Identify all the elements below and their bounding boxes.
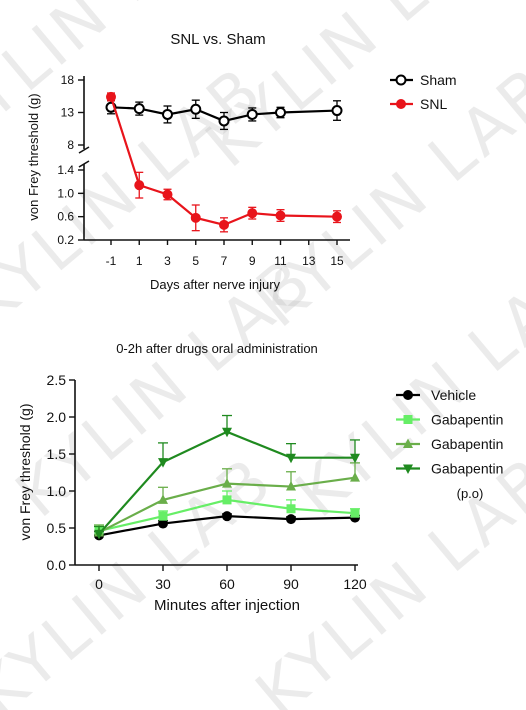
chart1-point-sham-1 xyxy=(133,103,145,115)
chart2-series-3 xyxy=(94,414,360,540)
chart1-x-tick-label-0: -1 xyxy=(106,254,117,268)
chart2-x-tick-label-0: 0 xyxy=(95,576,103,592)
chart-gabapentin-0-2h: 0-2h after drugs oral administration von… xyxy=(17,341,503,614)
chart1-axis-break-upper xyxy=(78,146,90,154)
chart1-point-snl-5 xyxy=(247,208,258,219)
chart2-legend-label-2: Gabapentin xyxy=(431,436,503,452)
chart2-point-2-1 xyxy=(158,494,168,504)
chart1-point-sham-5 xyxy=(246,108,258,120)
chart1-x-tick-label-6: 11 xyxy=(274,254,287,268)
chart1-legend-label-0: Sham xyxy=(420,72,457,88)
chart2-legend-note: (p.o) xyxy=(457,486,484,501)
chart1-y-tick-label-upper-1: 13 xyxy=(61,106,75,120)
chart1-point-snl-6 xyxy=(275,210,286,221)
chart2-point-1-3 xyxy=(286,504,296,514)
chart2-x-tick-label-2: 60 xyxy=(219,576,235,592)
chart2-y-tick-label-3: 1.5 xyxy=(47,446,67,462)
chart1-point-sham-2 xyxy=(162,108,173,120)
chart2-point-3-1 xyxy=(158,458,168,468)
chart1-legend-label-1: SNL xyxy=(420,96,447,112)
chart2-point-3-4 xyxy=(350,453,360,464)
chart2-point-1-2 xyxy=(222,495,232,505)
chart2-point-3-3 xyxy=(286,453,296,464)
chart2-point-1-4 xyxy=(350,508,360,518)
chart1-y-tick-label-lower-3: 1.4 xyxy=(57,163,74,177)
chart2-y-tick-label-0: 0.0 xyxy=(47,557,67,573)
chart2-title: 0-2h after drugs oral administration xyxy=(116,341,318,356)
chart1-y-tick-label-lower-0: 0.2 xyxy=(57,233,74,247)
chart2-legend-marker-0 xyxy=(403,390,413,400)
chart1-series-sham xyxy=(105,99,343,131)
chart2-y-tick-label-1: 0.5 xyxy=(47,520,67,536)
chart2-axes: 0.0 0.5 1.0 1.5 2.0 2.5 0 30 60 90 120 xyxy=(47,372,367,592)
chart2-x-tick-label-3: 90 xyxy=(283,576,299,592)
chart2-legend-label-0: Vehicle xyxy=(431,387,476,403)
chart1-y-tick-label-lower-2: 1.0 xyxy=(57,186,74,200)
chart1-series-snl xyxy=(106,91,342,233)
chart2-y-tick-label-5: 2.5 xyxy=(47,372,67,388)
chart1-y-tick-label-upper-0: 8 xyxy=(67,138,74,152)
chart2-point-0-3 xyxy=(286,514,296,525)
chart2-x-tick-label-1: 30 xyxy=(155,576,171,592)
chart1-point-snl-0 xyxy=(106,91,116,102)
chart1-x-axis-label: Days after nerve injury xyxy=(150,277,281,292)
chart1-x-tick-label-5: 9 xyxy=(249,254,256,268)
chart2-point-2-2 xyxy=(222,478,232,488)
chart1-title: SNL vs. Sham xyxy=(170,31,265,48)
chart1-x-tick-label-7: 13 xyxy=(302,254,316,268)
chart2-marks xyxy=(94,414,360,541)
chart1-point-snl-7 xyxy=(332,211,342,222)
chart1-axis-break-lower xyxy=(78,160,90,168)
chart2-point-0-2 xyxy=(222,511,232,522)
chart2-y-tick-label-4: 2.0 xyxy=(47,409,67,425)
chart1-point-sham-6 xyxy=(275,107,286,118)
chart1-legend-marker-1 xyxy=(396,99,406,109)
chart1-point-snl-1 xyxy=(134,180,145,191)
chart1-x-tick-label-8: 15 xyxy=(330,254,344,268)
chart2-x-axis-label: Minutes after injection xyxy=(154,597,300,614)
chart-snl-vs-sham: SNL vs. Sham von Frey threshold (g) Days… xyxy=(26,31,457,292)
chart1-y-tick-label-lower-1: 0.6 xyxy=(57,210,74,224)
chart2-point-2-4 xyxy=(350,472,360,482)
chart1-x-tick-label-2: 3 xyxy=(164,254,171,268)
chart1-y-tick-label-upper-2: 18 xyxy=(61,73,75,87)
chart1-x-tick-label-4: 7 xyxy=(221,254,228,268)
chart1-marks xyxy=(105,91,343,233)
chart1-point-snl-2 xyxy=(162,189,173,200)
chart1-x-tick-label-1: 1 xyxy=(136,254,143,268)
chart1-point-sham-3 xyxy=(190,103,202,115)
chart2-legend-marker-1 xyxy=(403,415,413,424)
chart1-point-sham-7 xyxy=(331,105,343,117)
chart2-legend: (p.o) Vehicle Gabapentin Gabapentin Gabapen… xyxy=(396,387,503,501)
chart1-legend: Sham SNL xyxy=(390,72,457,112)
chart2-legend-marker-3 xyxy=(403,464,413,474)
chart1-point-snl-4 xyxy=(219,219,229,230)
chart2-point-3-2 xyxy=(222,427,232,438)
chart2-legend-label-3: Gabapentin xyxy=(431,461,503,477)
chart1-legend-marker-0 xyxy=(395,74,407,86)
chart2-legend-label-1: Gabapentin xyxy=(431,412,503,428)
chart2-x-tick-label-4: 120 xyxy=(343,576,367,592)
chart1-point-snl-3 xyxy=(190,212,201,223)
chart2-y-axis-label: von Frey threshold (g) xyxy=(17,404,33,541)
chart2-point-3-0 xyxy=(94,529,104,540)
chart1-y-axis-label: von Frey threshold (g) xyxy=(26,93,41,220)
chart1-x-tick-label-3: 5 xyxy=(192,254,199,268)
chart2-legend-marker-2 xyxy=(403,438,413,448)
chart2-point-1-1 xyxy=(158,511,168,521)
chart2-point-2-3 xyxy=(286,481,296,491)
chart2-y-tick-label-2: 1.0 xyxy=(47,483,67,499)
chart1-point-sham-4 xyxy=(218,115,230,127)
